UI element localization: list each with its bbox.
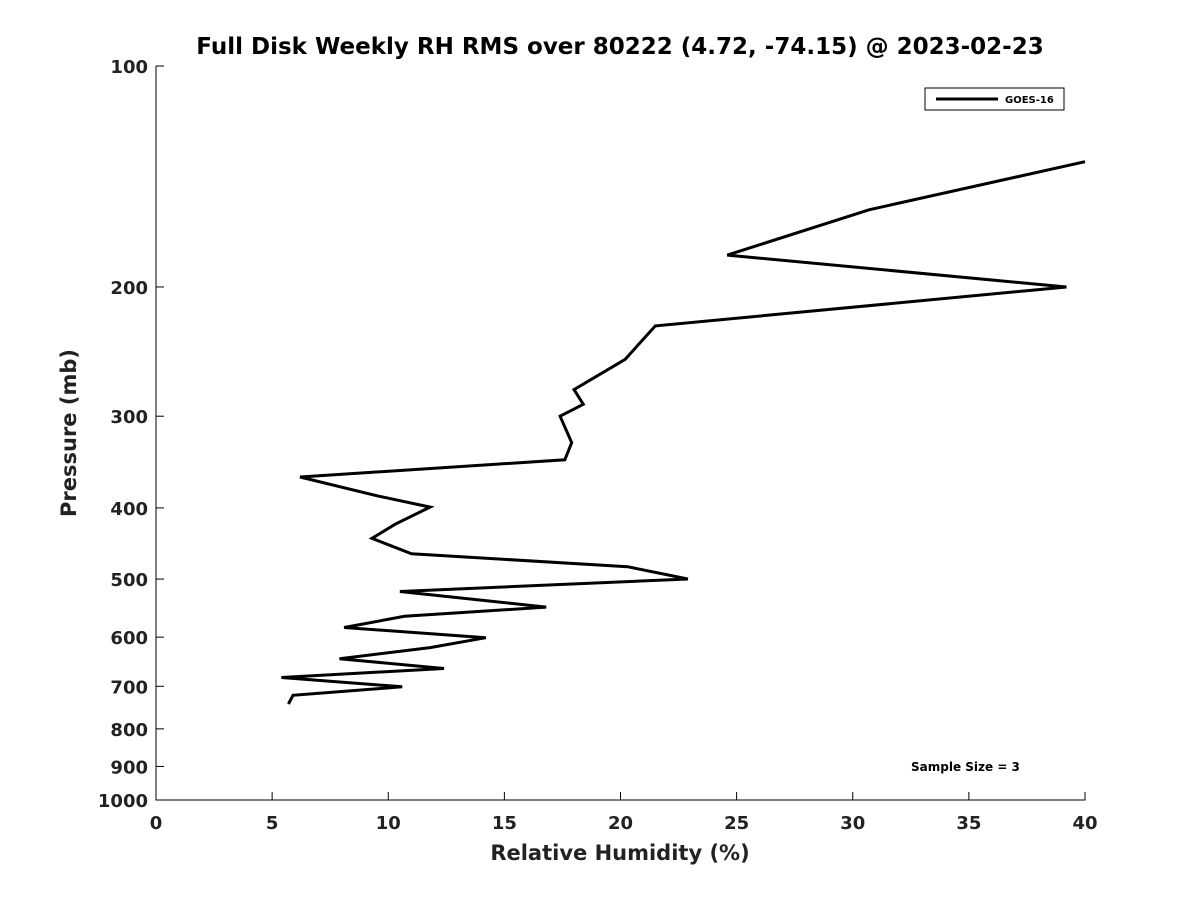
series-line-goes-16 [281,160,1086,705]
legend: GOES-16 [924,87,1065,111]
y-tick-label: 700 [110,677,148,698]
y-tick-label: 100 [110,57,148,78]
chart-title: Full Disk Weekly RH RMS over 80222 (4.72… [196,34,1043,60]
y-tick-label: 1000 [98,791,148,812]
x-tick-label: 5 [266,813,279,834]
x-tick-label: 35 [956,813,981,834]
y-tick-label: 800 [110,720,148,741]
sample-size-annotation: Sample Size = 3 [911,760,1020,774]
x-tick-label: 20 [608,813,633,834]
x-tick-label: 15 [492,813,517,834]
y-tick-label: 500 [110,570,148,591]
x-axis-label: Relative Humidity (%) [490,841,749,865]
y-tick-label: 600 [110,628,148,649]
y-tick-label: 900 [110,757,148,778]
x-tick-label: 0 [150,813,163,834]
axes-frame [155,66,1086,801]
y-tick-label: 400 [110,499,148,520]
y-axis-label: Pressure (mb) [57,349,81,517]
x-axis-ticks: 0 5 10 15 20 25 30 35 40 [150,792,1098,834]
legend-entry-goes-16: GOES-16 [1005,95,1054,106]
y-tick-label: 300 [110,407,148,428]
x-tick-label: 40 [1072,813,1097,834]
x-tick-label: 10 [376,813,401,834]
x-tick-label: 25 [724,813,749,834]
y-tick-label: 200 [110,278,148,299]
y-axis-ticks: 100 200 300 400 500 600 700 800 900 1000 [98,57,164,812]
x-tick-label: 30 [840,813,865,834]
